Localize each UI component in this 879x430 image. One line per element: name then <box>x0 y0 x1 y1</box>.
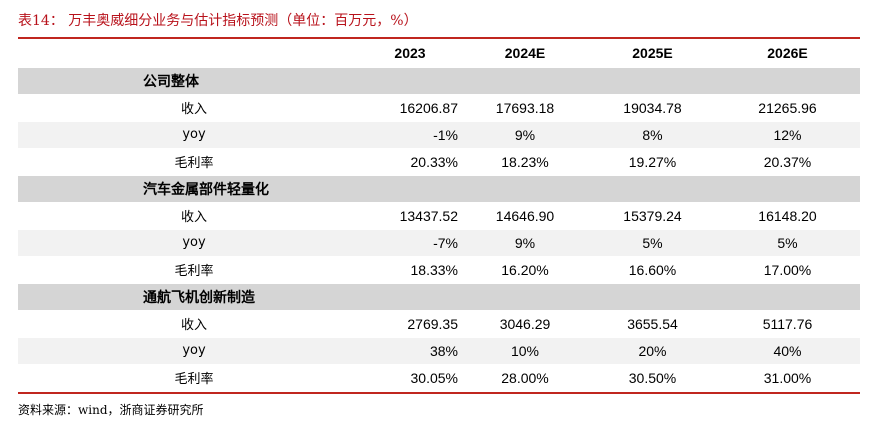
forecast-table: 2023 2024E 2025E 2026E 公司整体 收入 16206.87 … <box>18 39 860 392</box>
cell-value: 19.27% <box>590 148 715 176</box>
cell-value: 14646.90 <box>460 202 590 230</box>
row-label: yoy <box>18 337 360 365</box>
cell-value: 3655.54 <box>590 310 715 338</box>
cell-value: -1% <box>360 121 460 149</box>
cell-value: 21265.96 <box>715 94 860 122</box>
section-label: 公司整体 <box>18 67 860 95</box>
source-note: 资料来源：wind，浙商证券研究所 <box>18 403 204 417</box>
cell-value: 16.20% <box>460 256 590 284</box>
row-label: 毛利率 <box>18 256 360 284</box>
header-row: 2023 2024E 2025E 2026E <box>18 39 860 68</box>
cell-value: 16206.87 <box>360 94 460 122</box>
cell-value: 20.37% <box>715 148 860 176</box>
cell-value: 12% <box>715 121 860 149</box>
cell-value: 40% <box>715 337 860 365</box>
header-cell-blank <box>18 39 360 68</box>
cell-value: 5117.76 <box>715 310 860 338</box>
cell-value: 16.60% <box>590 256 715 284</box>
row-label: 毛利率 <box>18 148 360 176</box>
table-row: 毛利率 18.33% 16.20% 16.60% 17.00% <box>18 256 860 284</box>
cell-value: 30.05% <box>360 364 460 392</box>
row-label: 收入 <box>18 202 360 230</box>
row-label: 收入 <box>18 310 360 338</box>
cell-value: 20.33% <box>360 148 460 176</box>
cell-value: 15379.24 <box>590 202 715 230</box>
header-cell-2025e: 2025E <box>590 39 715 68</box>
cell-value: 13437.52 <box>360 202 460 230</box>
table-row: yoy -1% 9% 8% 12% <box>18 121 860 149</box>
section-label: 汽车金属部件轻量化 <box>18 175 860 203</box>
section-label: 通航飞机创新制造 <box>18 283 860 311</box>
row-label: 收入 <box>18 94 360 122</box>
cell-value: 17.00% <box>715 256 860 284</box>
table-row: yoy -7% 9% 5% 5% <box>18 229 860 257</box>
section-row-aircraft: 通航飞机创新制造 <box>18 283 860 311</box>
cell-value: 3046.29 <box>460 310 590 338</box>
cell-value: 38% <box>360 337 460 365</box>
cell-value: 8% <box>590 121 715 149</box>
table-row: 收入 16206.87 17693.18 19034.78 21265.96 <box>18 94 860 122</box>
cell-value: 17693.18 <box>460 94 590 122</box>
table-title: 表14： 万丰奥威细分业务与估计指标预测（单位：百万元，%） <box>18 13 418 29</box>
cell-value: -7% <box>360 229 460 257</box>
cell-value: 16148.20 <box>715 202 860 230</box>
row-label: yoy <box>18 121 360 149</box>
table-row: yoy 38% 10% 20% 40% <box>18 337 860 365</box>
cell-value: 9% <box>460 121 590 149</box>
table-row: 收入 2769.35 3046.29 3655.54 5117.76 <box>18 310 860 338</box>
cell-value: 28.00% <box>460 364 590 392</box>
section-row-auto-parts: 汽车金属部件轻量化 <box>18 175 860 203</box>
cell-value: 10% <box>460 337 590 365</box>
cell-value: 5% <box>590 229 715 257</box>
cell-value: 30.50% <box>590 364 715 392</box>
cell-value: 31.00% <box>715 364 860 392</box>
forecast-table-container: 2023 2024E 2025E 2026E 公司整体 收入 16206.87 … <box>18 37 860 394</box>
cell-value: 18.23% <box>460 148 590 176</box>
cell-value: 20% <box>590 337 715 365</box>
cell-value: 19034.78 <box>590 94 715 122</box>
cell-value: 5% <box>715 229 860 257</box>
cell-value: 2769.35 <box>360 310 460 338</box>
header-cell-2023: 2023 <box>360 39 460 68</box>
table-row: 毛利率 20.33% 18.23% 19.27% 20.37% <box>18 148 860 176</box>
header-cell-2026e: 2026E <box>715 39 860 68</box>
section-row-overall: 公司整体 <box>18 67 860 95</box>
header-cell-2024e: 2024E <box>460 39 590 68</box>
cell-value: 18.33% <box>360 256 460 284</box>
cell-value: 9% <box>460 229 590 257</box>
table-row: 收入 13437.52 14646.90 15379.24 16148.20 <box>18 202 860 230</box>
row-label: yoy <box>18 229 360 257</box>
row-label: 毛利率 <box>18 364 360 392</box>
table-row: 毛利率 30.05% 28.00% 30.50% 31.00% <box>18 364 860 392</box>
